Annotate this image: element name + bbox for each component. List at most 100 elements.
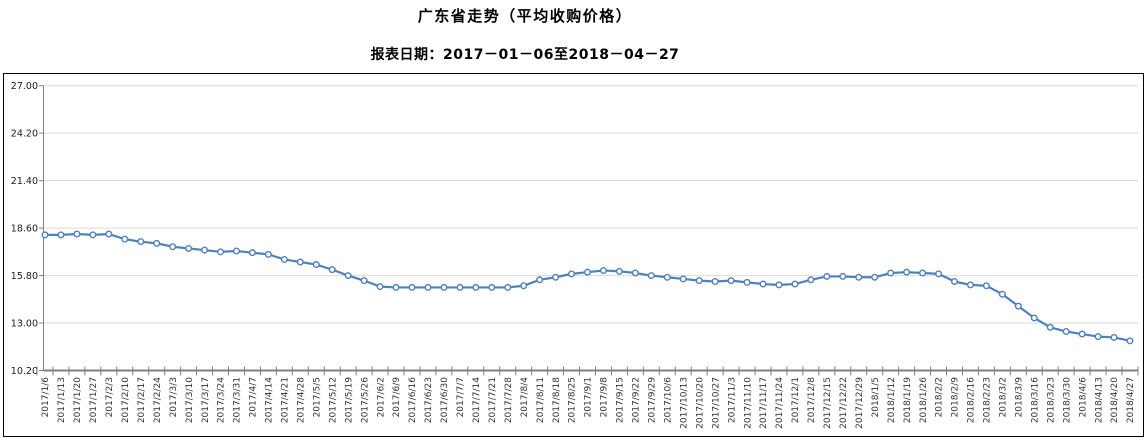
x-axis-label: 2017/11/24 (775, 377, 785, 429)
x-axis-label: 2018/1/26 (919, 377, 929, 423)
x-axis-label: 2017/9/29 (648, 377, 658, 423)
x-axis-label: 2017/9/1 (584, 377, 594, 417)
data-point-marker (584, 268, 592, 276)
x-axis-label: 2017/11/10 (743, 377, 753, 429)
x-axis-label: 2017/8/11 (536, 377, 546, 423)
data-point-marker (807, 276, 815, 284)
x-axis-label: 2017/4/21 (281, 377, 291, 423)
data-point-marker (679, 275, 687, 283)
x-axis-label: 2018/2/2 (935, 377, 945, 417)
x-axis-label: 2018/4/27 (1126, 377, 1136, 423)
x-axis-label: 2017/1/27 (89, 377, 99, 423)
data-point-marker (919, 269, 927, 277)
data-point-marker (153, 239, 161, 247)
data-point-marker (982, 282, 990, 290)
x-axis-label: 2018/4/20 (1110, 377, 1120, 423)
data-point-marker (727, 277, 735, 285)
y-axis-label: 24.20 (11, 128, 38, 139)
x-axis-label: 2017/12/22 (839, 377, 849, 429)
data-point-marker (615, 267, 623, 275)
data-point-marker (663, 273, 671, 281)
x-axis-label: 2017/6/30 (440, 377, 450, 423)
x-axis-label: 2017/7/21 (488, 377, 498, 423)
x-axis-label: 2017/6/16 (408, 377, 418, 423)
data-point-marker (185, 244, 193, 252)
x-axis-label: 2017/3/24 (217, 377, 227, 423)
x-axis-label: 2018/3/16 (1030, 377, 1040, 423)
data-point-marker (759, 280, 767, 288)
data-point-marker (743, 278, 751, 286)
x-axis-label: 2017/12/15 (823, 377, 833, 429)
data-point-marker (440, 283, 448, 291)
data-point-marker (536, 276, 544, 284)
x-axis-label: 2017/5/12 (328, 377, 338, 423)
data-point-marker (264, 250, 272, 258)
x-axis-label: 2017/2/17 (137, 377, 147, 423)
data-point-marker (552, 273, 560, 281)
data-point-marker (137, 238, 145, 246)
data-point-marker (998, 290, 1006, 298)
data-point-marker (344, 272, 352, 280)
data-point-marker (424, 283, 432, 291)
chart-subtitle: 报表日期：2017－01－06至2018－04－27 (370, 47, 680, 63)
x-axis-label: 2017/1/6 (41, 377, 51, 418)
x-axis-label: 2017/6/9 (392, 377, 402, 418)
data-point-marker (296, 258, 304, 266)
data-point-marker (280, 255, 288, 263)
chart-title: 广东省走势（平均收购价格） (417, 7, 633, 25)
data-point-marker (966, 281, 974, 289)
x-axis-label: 2018/3/2 (999, 377, 1009, 417)
x-axis-label: 2018/2/16 (967, 377, 977, 423)
x-axis-label: 2018/4/6 (1078, 377, 1088, 418)
x-axis-label: 2018/3/23 (1046, 377, 1056, 423)
data-point-marker (647, 272, 655, 280)
data-point-marker (631, 269, 639, 277)
x-axis-label: 2017/2/10 (121, 377, 131, 423)
x-axis-label: 2017/11/17 (759, 377, 769, 429)
x-axis-label: 2017/8/25 (568, 377, 578, 423)
data-point-marker (855, 273, 863, 281)
data-point-marker (1094, 333, 1102, 341)
data-point-marker (504, 283, 512, 291)
x-axis-label: 2018/2/9 (951, 377, 961, 418)
data-point-marker (217, 248, 225, 256)
x-axis-label: 2017/5/5 (312, 377, 322, 417)
x-axis-label: 2017/10/27 (711, 377, 721, 429)
x-axis-label: 2017/7/28 (504, 377, 514, 423)
data-point-marker (1078, 330, 1086, 338)
x-axis-label: 2018/1/12 (887, 377, 897, 423)
x-axis-label: 2017/12/29 (855, 377, 865, 429)
data-point-marker (791, 280, 799, 288)
x-axis-label: 2018/2/23 (983, 377, 993, 423)
data-point-marker (935, 270, 943, 278)
x-axis-label: 2017/3/10 (185, 377, 195, 423)
x-axis-label: 2017/10/6 (663, 377, 673, 423)
data-point-marker (376, 283, 384, 291)
data-point-marker (232, 247, 240, 255)
x-axis-label: 2017/6/2 (376, 377, 386, 417)
x-axis-label: 2017/10/13 (679, 377, 689, 429)
data-point-marker (121, 235, 129, 243)
data-point-marker (201, 246, 209, 254)
data-point-marker (950, 278, 958, 286)
x-axis-label: 2018/1/19 (903, 377, 913, 423)
data-point-marker (599, 266, 607, 274)
data-point-marker (392, 283, 400, 291)
x-axis-label: 2017/3/3 (169, 377, 179, 417)
data-point-marker (1126, 337, 1134, 345)
data-point-marker (520, 282, 528, 290)
x-axis-label: 2018/3/30 (1062, 377, 1072, 423)
y-axis-label: 10.20 (11, 366, 38, 377)
x-axis-label: 2017/11/3 (727, 377, 737, 423)
data-point-marker (1110, 333, 1118, 341)
data-point-marker (1014, 302, 1022, 310)
x-axis-label: 2017/9/15 (616, 377, 626, 423)
x-axis-label: 2017/2/24 (153, 377, 163, 423)
y-axis-label: 21.40 (11, 176, 38, 187)
data-point-marker (488, 283, 496, 291)
data-point-marker (328, 266, 336, 274)
x-axis-label: 2017/4/14 (265, 377, 275, 423)
data-point-marker (73, 230, 81, 238)
x-axis-label: 2017/8/4 (520, 377, 530, 418)
x-axis-label: 2017/5/19 (344, 377, 354, 423)
